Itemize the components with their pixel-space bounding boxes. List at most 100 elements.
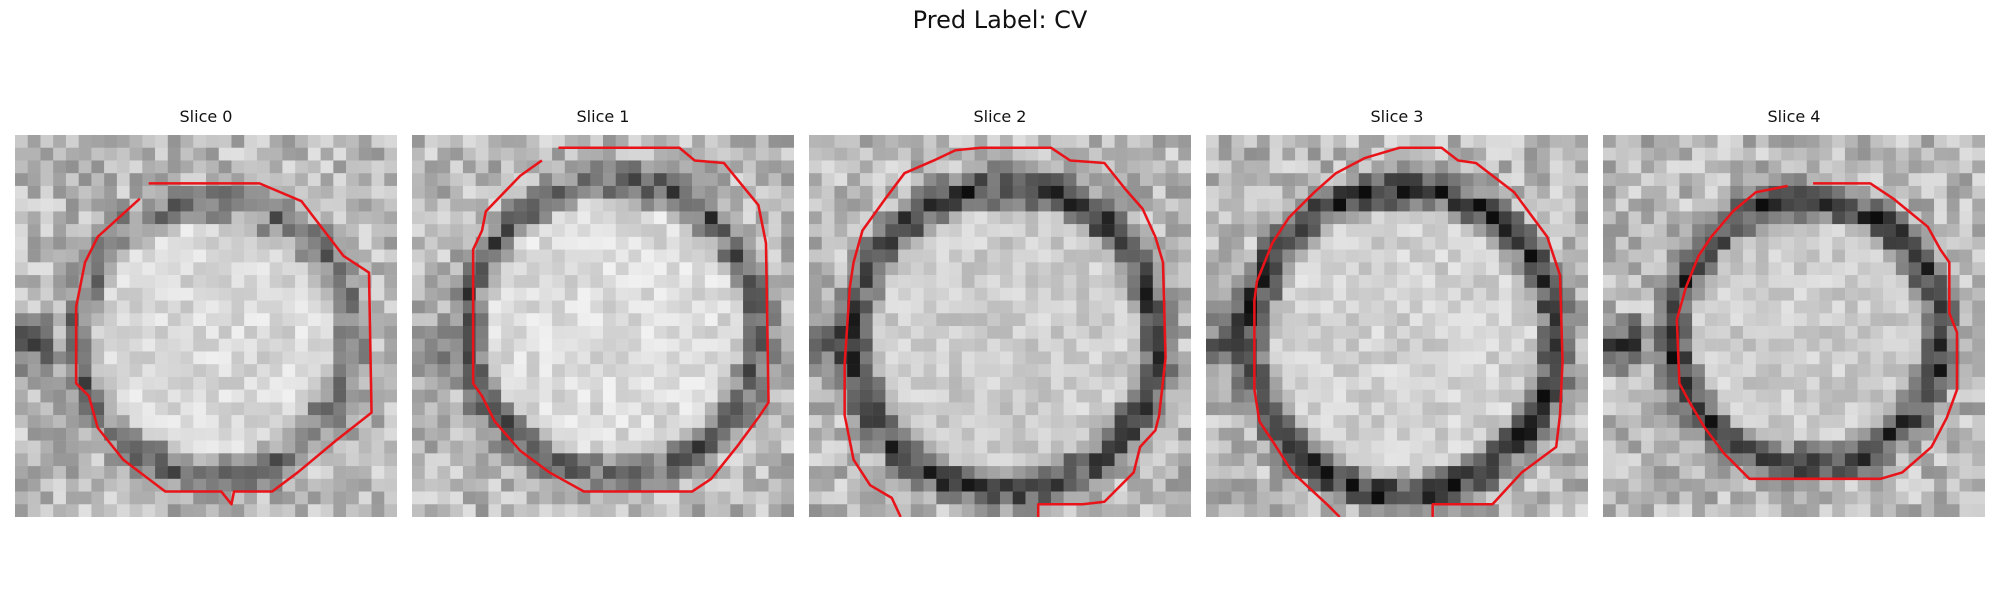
image-pixel bbox=[705, 326, 718, 339]
image-pixel bbox=[1308, 224, 1321, 237]
image-pixel bbox=[1743, 402, 1756, 415]
image-pixel bbox=[667, 275, 680, 288]
image-pixel bbox=[1013, 492, 1026, 505]
image-pixel bbox=[822, 441, 835, 454]
image-pixel bbox=[1718, 428, 1731, 441]
image-pixel bbox=[372, 504, 385, 517]
image-pixel bbox=[437, 135, 450, 148]
image-pixel bbox=[53, 313, 66, 326]
image-pixel bbox=[1219, 441, 1232, 454]
image-pixel bbox=[295, 160, 308, 173]
image-pixel bbox=[425, 351, 438, 364]
image-pixel bbox=[1308, 262, 1321, 275]
image-pixel bbox=[333, 492, 346, 505]
image-pixel bbox=[1524, 148, 1537, 161]
image-pixel bbox=[1000, 339, 1013, 352]
image-pixel bbox=[28, 466, 41, 479]
image-pixel bbox=[718, 492, 731, 505]
image-pixel bbox=[1921, 135, 1934, 148]
image-pixel bbox=[1257, 288, 1270, 301]
image-pixel bbox=[1934, 199, 1947, 212]
image-pixel bbox=[628, 160, 641, 173]
image-pixel bbox=[40, 148, 53, 161]
image-pixel bbox=[860, 250, 873, 263]
image-pixel bbox=[476, 492, 489, 505]
image-pixel bbox=[718, 186, 731, 199]
image-pixel bbox=[1219, 224, 1232, 237]
image-pixel bbox=[667, 364, 680, 377]
image-pixel bbox=[987, 199, 1000, 212]
image-pixel bbox=[692, 326, 705, 339]
image-pixel bbox=[1166, 262, 1179, 275]
image-pixel bbox=[1960, 313, 1973, 326]
image-pixel bbox=[654, 351, 667, 364]
image-pixel bbox=[1206, 262, 1219, 275]
image-pixel bbox=[949, 377, 962, 390]
slice-panel-4: Slice 4 bbox=[1603, 104, 1985, 517]
image-pixel bbox=[1769, 339, 1782, 352]
image-pixel bbox=[488, 453, 501, 466]
image-pixel bbox=[104, 262, 117, 275]
image-pixel bbox=[1038, 390, 1051, 403]
image-pixel bbox=[1921, 402, 1934, 415]
image-pixel bbox=[321, 135, 334, 148]
image-pixel bbox=[1000, 415, 1013, 428]
image-pixel bbox=[1115, 326, 1128, 339]
image-pixel bbox=[1321, 479, 1334, 492]
image-pixel bbox=[1654, 313, 1667, 326]
image-pixel bbox=[1486, 339, 1499, 352]
image-pixel bbox=[1244, 148, 1257, 161]
image-pixel bbox=[295, 211, 308, 224]
image-pixel bbox=[975, 250, 988, 263]
image-pixel bbox=[885, 377, 898, 390]
image-pixel bbox=[1692, 224, 1705, 237]
image-pixel bbox=[1575, 390, 1588, 403]
image-pixel bbox=[679, 326, 692, 339]
image-pixel bbox=[450, 504, 463, 517]
image-pixel bbox=[1909, 250, 1922, 263]
image-pixel bbox=[936, 390, 949, 403]
image-pixel bbox=[1397, 339, 1410, 352]
image-pixel bbox=[1781, 275, 1794, 288]
image-pixel bbox=[155, 453, 168, 466]
image-pixel bbox=[885, 148, 898, 161]
image-pixel bbox=[1359, 199, 1372, 212]
image-pixel bbox=[1038, 262, 1051, 275]
image-pixel bbox=[1883, 224, 1896, 237]
image-pixel bbox=[1743, 377, 1756, 390]
image-pixel bbox=[1692, 135, 1705, 148]
image-pixel bbox=[91, 351, 104, 364]
image-pixel bbox=[321, 402, 334, 415]
image-pixel bbox=[962, 288, 975, 301]
image-pixel bbox=[193, 402, 206, 415]
image-pixel bbox=[1654, 428, 1667, 441]
image-pixel bbox=[1219, 173, 1232, 186]
image-pixel bbox=[219, 402, 232, 415]
image-pixel bbox=[679, 492, 692, 505]
image-pixel bbox=[1819, 377, 1832, 390]
image-pixel bbox=[603, 199, 616, 212]
image-pixel bbox=[1435, 301, 1448, 314]
image-pixel bbox=[565, 415, 578, 428]
image-pixel bbox=[1219, 326, 1232, 339]
image-pixel bbox=[1499, 428, 1512, 441]
image-pixel bbox=[1563, 492, 1576, 505]
image-pixel bbox=[1372, 479, 1385, 492]
image-pixel bbox=[1756, 504, 1769, 517]
image-pixel bbox=[1025, 377, 1038, 390]
image-pixel bbox=[181, 402, 194, 415]
image-pixel bbox=[809, 148, 822, 161]
image-pixel bbox=[1575, 275, 1588, 288]
image-pixel bbox=[1628, 199, 1641, 212]
image-pixel bbox=[244, 275, 257, 288]
image-pixel bbox=[295, 326, 308, 339]
image-pixel bbox=[1679, 148, 1692, 161]
image-pixel bbox=[565, 364, 578, 377]
image-pixel bbox=[860, 148, 873, 161]
slice-image bbox=[1603, 135, 1985, 517]
image-pixel bbox=[193, 441, 206, 454]
image-pixel bbox=[718, 339, 731, 352]
image-pixel bbox=[346, 453, 359, 466]
image-pixel bbox=[1563, 351, 1576, 364]
image-pixel bbox=[1076, 186, 1089, 199]
